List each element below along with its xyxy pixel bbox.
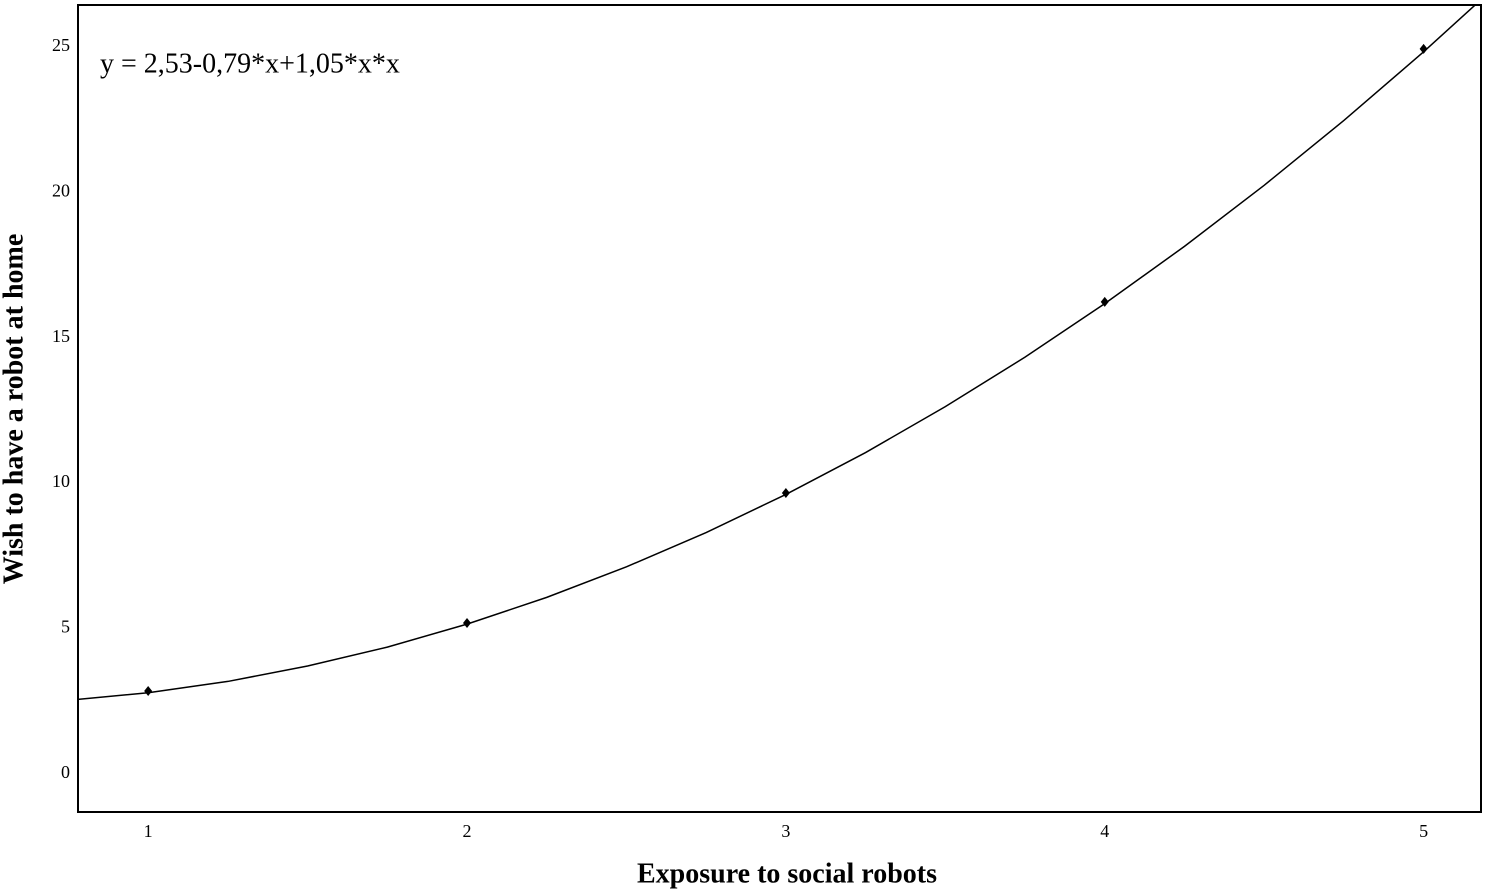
- data-point: [463, 617, 472, 628]
- fit-curve: [78, 5, 1477, 701]
- data-point: [144, 686, 153, 697]
- x-tick-label: 3: [781, 821, 790, 841]
- y-axis-title: Wish to have a robot at home: [0, 234, 29, 585]
- y-tick-label: 5: [61, 617, 70, 637]
- data-point: [1100, 296, 1109, 307]
- y-tick-label: 10: [52, 471, 70, 491]
- y-tick-label: 0: [61, 762, 70, 782]
- x-tick-label: 4: [1100, 821, 1109, 841]
- x-axis-title: Exposure to social robots: [637, 858, 937, 889]
- x-tick-label: 5: [1419, 821, 1428, 841]
- y-tick-label: 15: [52, 326, 70, 346]
- data-point: [781, 487, 790, 498]
- x-tick-label: 2: [463, 821, 472, 841]
- x-tick-label: 1: [144, 821, 153, 841]
- data-point: [1419, 43, 1428, 54]
- plot-frame: [77, 4, 1482, 813]
- y-tick-label: 20: [52, 180, 70, 200]
- y-tick-label: 25: [52, 35, 70, 55]
- equation-annotation: y = 2,53-0,79*x+1,05*x*x: [100, 48, 400, 79]
